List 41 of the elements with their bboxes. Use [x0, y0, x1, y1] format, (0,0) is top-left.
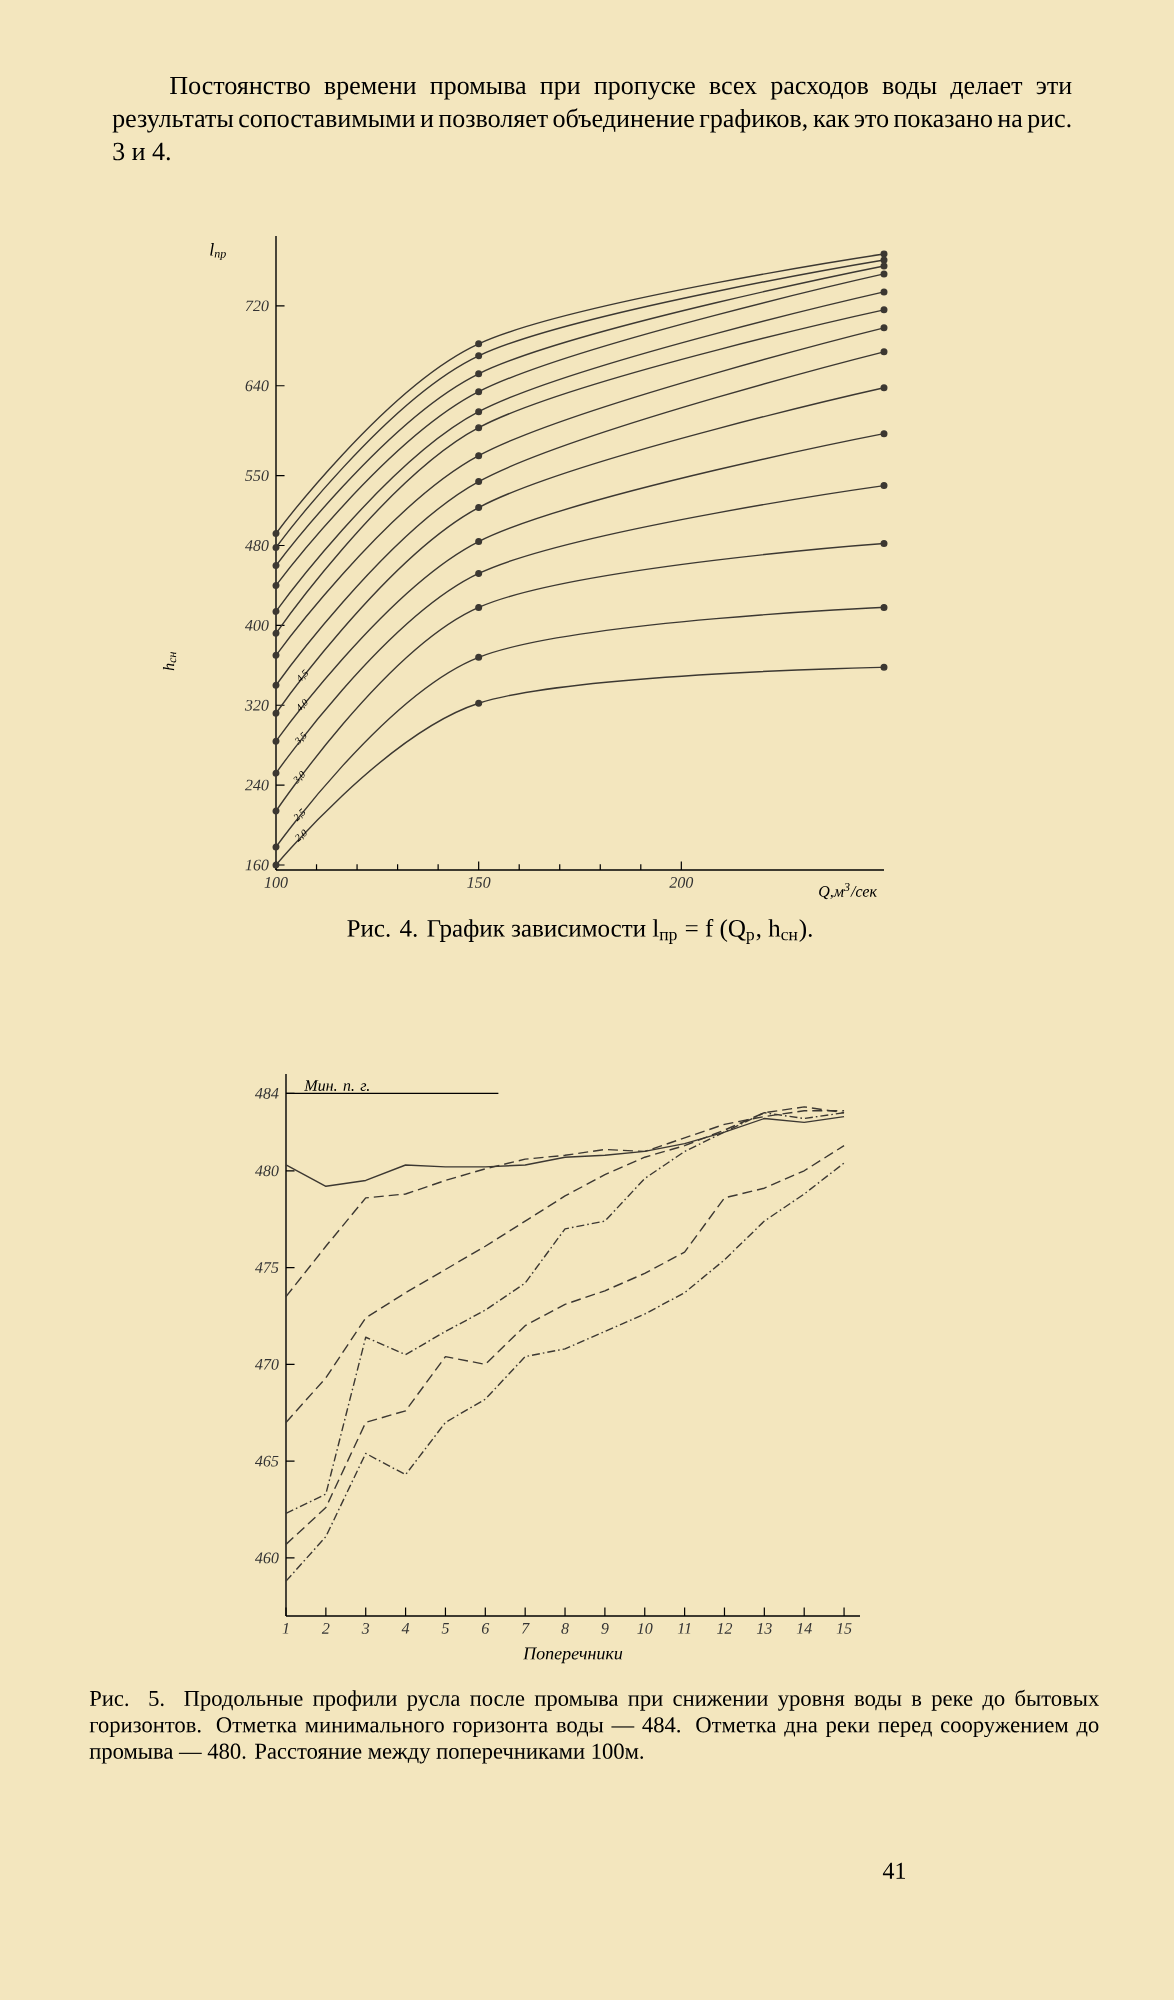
- y-tick-label: 484: [254, 1087, 279, 1099]
- x-tick-label: 200: [669, 877, 694, 888]
- y-tick-label: 400: [244, 619, 269, 631]
- y-tick-label: 320: [244, 699, 269, 711]
- y-tick-label: 160: [245, 859, 269, 871]
- x-tick-label: 6: [481, 1623, 490, 1634]
- x-tick-label: 4: [401, 1623, 410, 1634]
- x-tick-label: 150: [467, 877, 491, 888]
- x-tick-label: 2: [321, 1623, 330, 1634]
- y-tick-label: 470: [254, 1358, 279, 1370]
- x-tick-label: 100: [264, 877, 288, 888]
- text: h$_{сн}$: [162, 652, 177, 671]
- text: 41: [882, 1862, 906, 1879]
- x-tick-label: 7: [522, 1623, 530, 1634]
- x-tick-label: 12: [717, 1623, 733, 1634]
- y-axis-title: l$_{пр}$: [210, 243, 226, 261]
- y-tick-label: 480: [254, 1165, 279, 1177]
- y-tick-label: 720: [245, 300, 269, 312]
- y-tick-label: 240: [244, 779, 269, 791]
- x-tick-label: 3: [361, 1623, 370, 1634]
- x-axis-title: Q,м$^{3}$/сек: [819, 883, 878, 900]
- y-tick-label: 640: [245, 380, 269, 392]
- text: Рис. 4. График зависимости l$_{пр}$ = f (Q$_{р}$, h$_{сн}$).: [347, 918, 812, 944]
- y-tick-label: 480: [244, 540, 269, 551]
- x-tick-label: 13: [756, 1623, 772, 1634]
- y-tick-label: 550: [245, 470, 269, 482]
- x-tick-label: 9: [601, 1623, 609, 1634]
- x-tick-label: 8: [561, 1623, 569, 1634]
- x-axis-title: Поперечники: [523, 1647, 623, 1664]
- x-tick-label: 15: [836, 1623, 852, 1634]
- text: Постоянство времени промыва при пропуске всех расходов воды делает эти результаты сопоставимыми и позволяет объединение графиков, как это показано на рис. 3 и 4.: [112, 76, 1072, 161]
- x-tick-label: 11: [677, 1623, 691, 1634]
- x-tick-label: 5: [441, 1623, 449, 1634]
- x-tick-label: 14: [796, 1623, 812, 1634]
- text: Рис. 5. Продольные профили русла после промыва при снижении уровня воды в реке до бытовых горизонтов. Отметка минимального горизонта воды — 484. Отметка дна реки перед сооружением до промыва — 480. Расстояние между поперечниками 100м.: [89, 1689, 1099, 1764]
- x-tick-label: 1: [282, 1623, 289, 1634]
- y-tick-label: 465: [254, 1455, 279, 1467]
- y-tick-label: 460: [254, 1552, 279, 1564]
- ref-line-label: Мин. п. г.: [304, 1080, 369, 1091]
- y-tick-label: 475: [254, 1262, 279, 1273]
- x-tick-label: 10: [637, 1623, 653, 1634]
